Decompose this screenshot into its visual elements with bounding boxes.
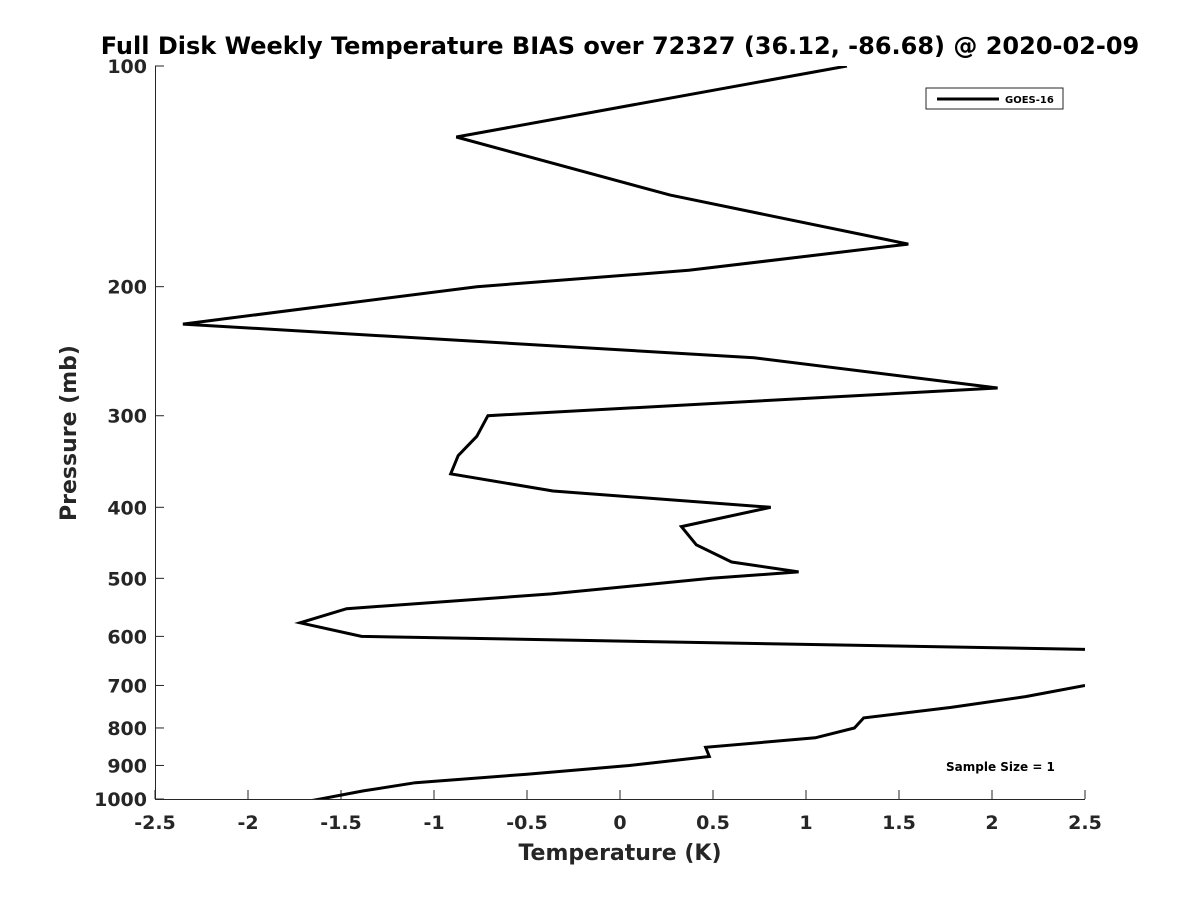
series-line-goes-16-segment-2 (311, 684, 1085, 799)
series-line-goes-16-segment-1 (182, 66, 1085, 651)
chart-title: Full Disk Weekly Temperature BIAS over 7… (101, 32, 1140, 60)
y-tick-label: 300 (107, 406, 147, 428)
y-tick-label: 700 (107, 675, 147, 697)
x-axis-label: Temperature (K) (518, 841, 721, 866)
y-tick-label: 1000 (94, 789, 147, 811)
x-tick-label: -1.5 (320, 812, 362, 834)
x-tick-label: -2 (237, 812, 258, 834)
legend: GOES-16 (925, 87, 1064, 110)
x-tick-label: 0 (613, 812, 626, 834)
y-ticks: 100 200 300 400 500 600 700 800 900 1000 (94, 56, 164, 811)
y-tick-label: 400 (107, 497, 147, 519)
x-tick-label: 1 (799, 812, 812, 834)
plot-area: -2.5 -2 -1.5 -1 -0.5 0 0.5 1 1.5 2 2.5 100 200 300 40… (94, 56, 1102, 834)
x-tick-label: -1 (423, 812, 444, 834)
x-tick-label: -0.5 (506, 812, 548, 834)
x-tick-label: 0.5 (696, 812, 730, 834)
y-tick-label: 800 (107, 718, 147, 740)
x-tick-label: 1.5 (882, 812, 916, 834)
sample-size-annotation: Sample Size = 1 (946, 760, 1055, 774)
y-tick-label: 900 (107, 755, 147, 777)
y-tick-label: 500 (107, 568, 147, 590)
y-tick-label: 100 (107, 56, 147, 78)
x-tick-label: 2 (985, 812, 998, 834)
x-ticks: -2.5 -2 -1.5 -1 -0.5 0 0.5 1 1.5 2 2.5 (134, 790, 1102, 834)
y-axis-label: Pressure (mb) (57, 345, 82, 521)
y-tick-label: 600 (107, 626, 147, 648)
x-tick-label: -2.5 (134, 812, 176, 834)
y-tick-label: 200 (107, 277, 147, 299)
series-layer (182, 66, 1085, 799)
x-tick-label: 2.5 (1068, 812, 1102, 834)
legend-label-goes-16: GOES-16 (1005, 95, 1054, 106)
